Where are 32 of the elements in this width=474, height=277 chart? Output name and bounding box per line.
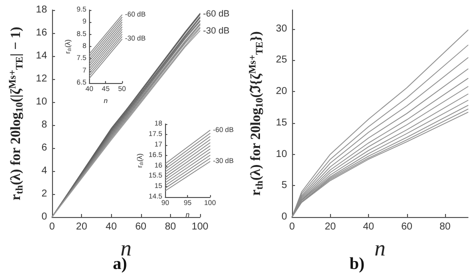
x-axis-title: n — [374, 235, 386, 260]
y-tick-label: 14 — [36, 50, 48, 62]
y-axis-title: rth(λ) for 20log10(|ζMs+TE| − 1) — [8, 26, 26, 200]
x-tick-label: 20 — [324, 222, 336, 232]
y-axis-title: rth(λ) for 20log10(ℑ{ζMs+TE}) — [248, 30, 266, 196]
x-tick-label: 40 — [106, 222, 118, 232]
x-tick-label: 60 — [401, 222, 413, 232]
y-tick-label: 25 — [276, 54, 288, 66]
y-tick-label: 0 — [281, 212, 288, 222]
x-tick-label: 0 — [49, 222, 56, 232]
text: b) — [349, 254, 365, 273]
x-tick-label: 40 — [362, 222, 375, 232]
x-tick-label: 60 — [135, 222, 147, 232]
x-tick-label: 80 — [439, 222, 452, 232]
y-tick-label: 15 — [276, 117, 288, 128]
y-tick-label: 4 — [41, 166, 48, 176]
x-tick-label: 100 — [192, 222, 209, 232]
series-label: -30 dB — [203, 26, 230, 36]
x-tick-label: 80 — [164, 222, 176, 232]
series-label: -60 dB — [203, 8, 230, 18]
y-tick-label: 10 — [36, 96, 48, 108]
y-tick-label: 12 — [36, 74, 48, 84]
y-tick-label: 30 — [276, 23, 288, 34]
y-tick-label: 6 — [41, 142, 48, 154]
y-tick-label: 16 — [36, 28, 48, 38]
x-tick-label: 0 — [289, 222, 296, 232]
y-tick-label: 8 — [41, 120, 48, 130]
y-tick-label: 5 — [281, 180, 288, 192]
y-tick-label: 0 — [41, 212, 48, 222]
y-tick-label: 2 — [41, 188, 48, 200]
y-tick-label: 10 — [276, 148, 288, 160]
y-tick-label: 18 — [36, 4, 48, 16]
